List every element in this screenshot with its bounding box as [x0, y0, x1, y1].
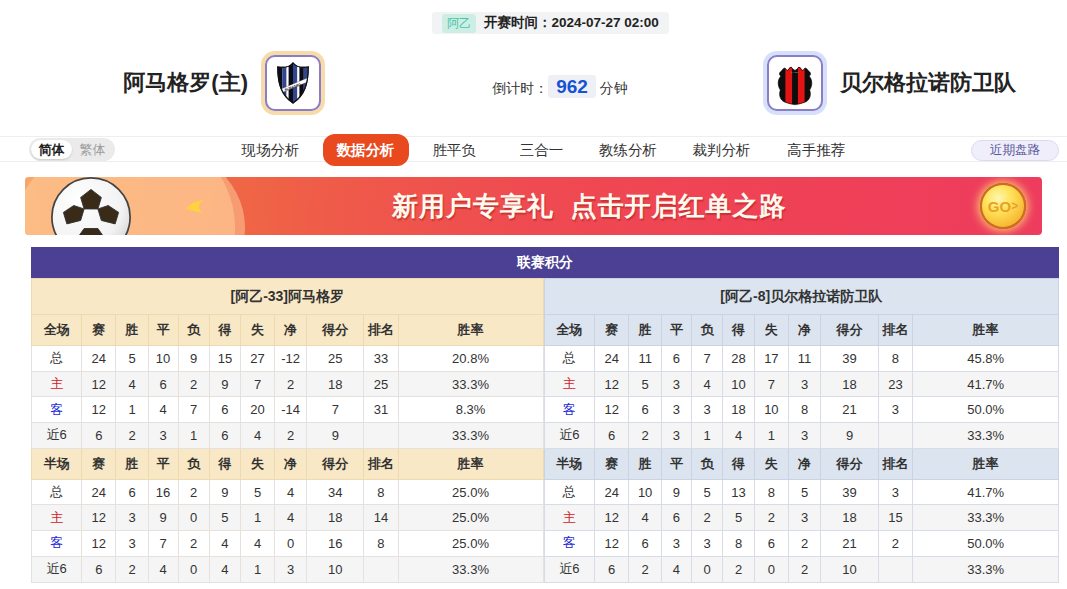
svg-text:C.A.B.D: C.A.B.D — [791, 71, 799, 73]
